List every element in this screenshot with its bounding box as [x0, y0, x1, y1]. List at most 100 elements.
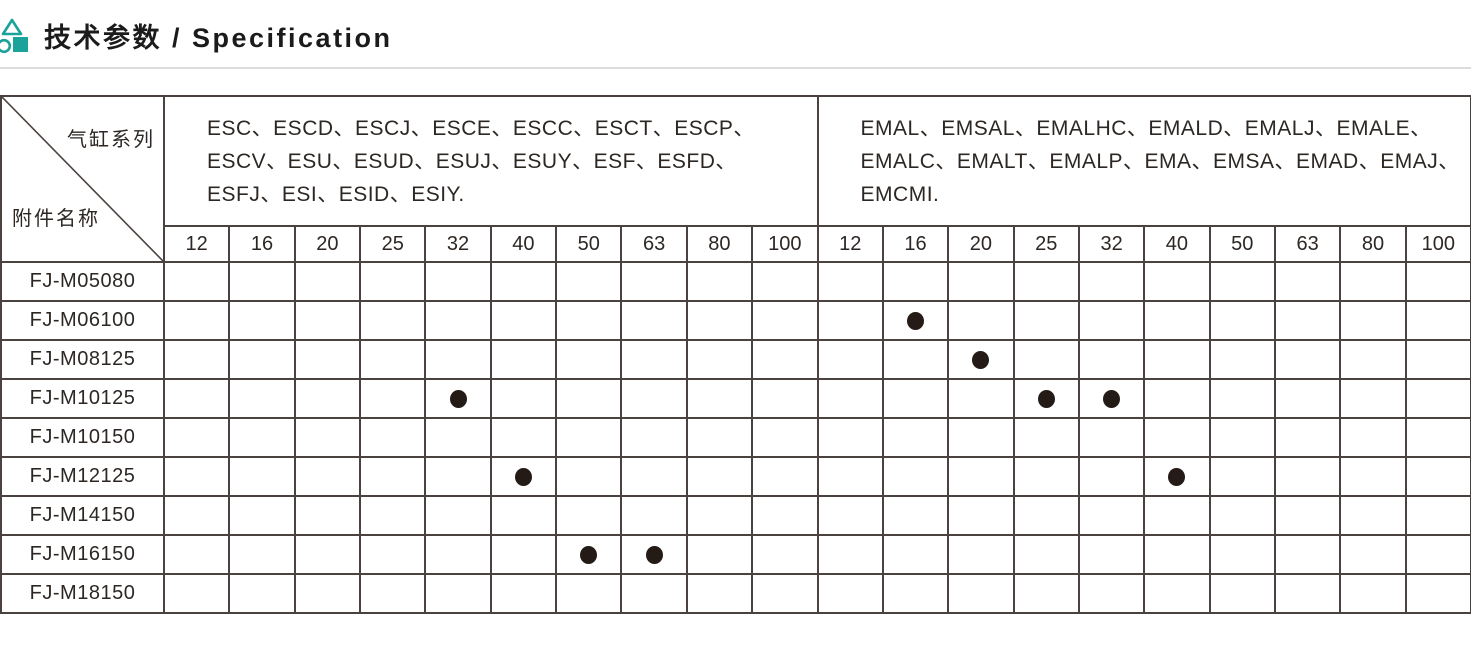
matrix-cell [162, 339, 231, 380]
matrix-cell [1012, 261, 1080, 302]
size-header-g1-16: 16 [228, 225, 296, 263]
size-header-g2-80: 80 [1339, 225, 1407, 263]
matrix-cell [228, 339, 296, 380]
matrix-cell [359, 300, 427, 341]
size-header-g2-25: 25 [1012, 225, 1080, 263]
matrix-cell [1077, 378, 1146, 419]
matrix-cell [359, 456, 427, 497]
row-label: FJ-M18150 [0, 573, 165, 614]
size-header-g1-25: 25 [359, 225, 427, 263]
matrix-cell [685, 378, 754, 419]
matrix-cell [228, 534, 296, 575]
matrix-cell [1143, 534, 1211, 575]
matrix-cell [1143, 573, 1211, 614]
matrix-cell [162, 261, 231, 302]
size-header-g1-20: 20 [293, 225, 362, 263]
matrix-cell [1273, 495, 1342, 536]
size-header-g2-63: 63 [1273, 225, 1342, 263]
matrix-cell [1339, 573, 1407, 614]
matrix-cell [1273, 417, 1342, 458]
compatibility-dot [645, 545, 663, 564]
table-row: FJ-M06100 [0, 300, 1471, 341]
matrix-cell [881, 378, 950, 419]
matrix-cell [816, 456, 884, 497]
matrix-cell [620, 300, 688, 341]
matrix-cell [751, 495, 819, 536]
table-row: FJ-M18150 [0, 573, 1471, 614]
matrix-cell [1012, 300, 1080, 341]
table-row: FJ-M10150 [0, 417, 1471, 458]
diagonal-divider [2, 97, 163, 261]
matrix-cell [1208, 339, 1276, 380]
matrix-cell [881, 495, 950, 536]
matrix-cell [1143, 339, 1211, 380]
size-header-g2-100: 100 [1404, 225, 1471, 263]
matrix-cell [1077, 339, 1146, 380]
matrix-cell [1339, 339, 1407, 380]
matrix-cell [293, 300, 362, 341]
matrix-cell [620, 573, 688, 614]
matrix-cell [1143, 261, 1211, 302]
matrix-cell [685, 495, 754, 536]
matrix-cell [228, 300, 296, 341]
matrix-cell [947, 261, 1015, 302]
matrix-cell [1404, 378, 1471, 419]
matrix-cell [947, 534, 1015, 575]
matrix-cell [620, 456, 688, 497]
table-row: FJ-M05080 [0, 261, 1471, 302]
matrix-cell [555, 495, 623, 536]
section-header: 技术参数 / Specification [0, 0, 1471, 67]
header-divider [0, 67, 1471, 69]
matrix-cell [424, 573, 492, 614]
row-label: FJ-M10125 [0, 378, 165, 419]
matrix-cell [1339, 417, 1407, 458]
matrix-cell [489, 378, 558, 419]
matrix-cell [228, 417, 296, 458]
matrix-cell [489, 417, 558, 458]
matrix-cell [1208, 261, 1276, 302]
matrix-cell [1404, 300, 1471, 341]
table-row: FJ-M08125 [0, 339, 1471, 380]
matrix-cell [1208, 378, 1276, 419]
matrix-cell [751, 456, 819, 497]
matrix-cell [685, 300, 754, 341]
matrix-cell [1208, 456, 1276, 497]
series-group-2-header: EMAL、EMSAL、EMALHC、EMALD、EMALJ、EMALE、 EMA… [816, 95, 1471, 227]
matrix-cell [359, 573, 427, 614]
series-group-2-line: EMCMI. [860, 182, 940, 206]
matrix-cell [1404, 534, 1471, 575]
matrix-cell [1143, 456, 1211, 497]
size-header-g1-80: 80 [685, 225, 754, 263]
matrix-cell [424, 534, 492, 575]
bore-size-row: 12 16 20 25 32 40 50 63 80 100 12 16 20 25 32 40 50 63 80 1… [1, 225, 1471, 263]
matrix-cell [162, 495, 231, 536]
matrix-cell [1077, 261, 1146, 302]
matrix-cell [1012, 378, 1080, 419]
matrix-cell [1077, 300, 1146, 341]
size-header-g1-40: 40 [489, 225, 558, 263]
series-group-1-line: ESFJ、ESI、ESID、ESIY. [207, 182, 465, 206]
matrix-cell [947, 300, 1015, 341]
matrix-cell [685, 456, 754, 497]
page-title: 技术参数 / Specification [44, 23, 393, 53]
matrix-cell [1339, 456, 1407, 497]
matrix-cell [489, 300, 558, 341]
matrix-cell [424, 417, 492, 458]
matrix-cell [1012, 495, 1080, 536]
compatibility-dot [1168, 467, 1186, 486]
matrix-cell [751, 417, 819, 458]
matrix-cell [751, 300, 819, 341]
matrix-cell [162, 417, 231, 458]
matrix-cell [1077, 573, 1146, 614]
matrix-cell [1339, 378, 1407, 419]
matrix-cell [881, 300, 950, 341]
compatibility-dot [1037, 389, 1055, 408]
matrix-cell [881, 261, 950, 302]
matrix-cell [162, 378, 231, 419]
matrix-cell [555, 534, 623, 575]
matrix-cell [816, 261, 884, 302]
matrix-cell [228, 378, 296, 419]
matrix-cell [489, 261, 558, 302]
matrix-cell [1273, 261, 1342, 302]
matrix-cell [1404, 417, 1471, 458]
